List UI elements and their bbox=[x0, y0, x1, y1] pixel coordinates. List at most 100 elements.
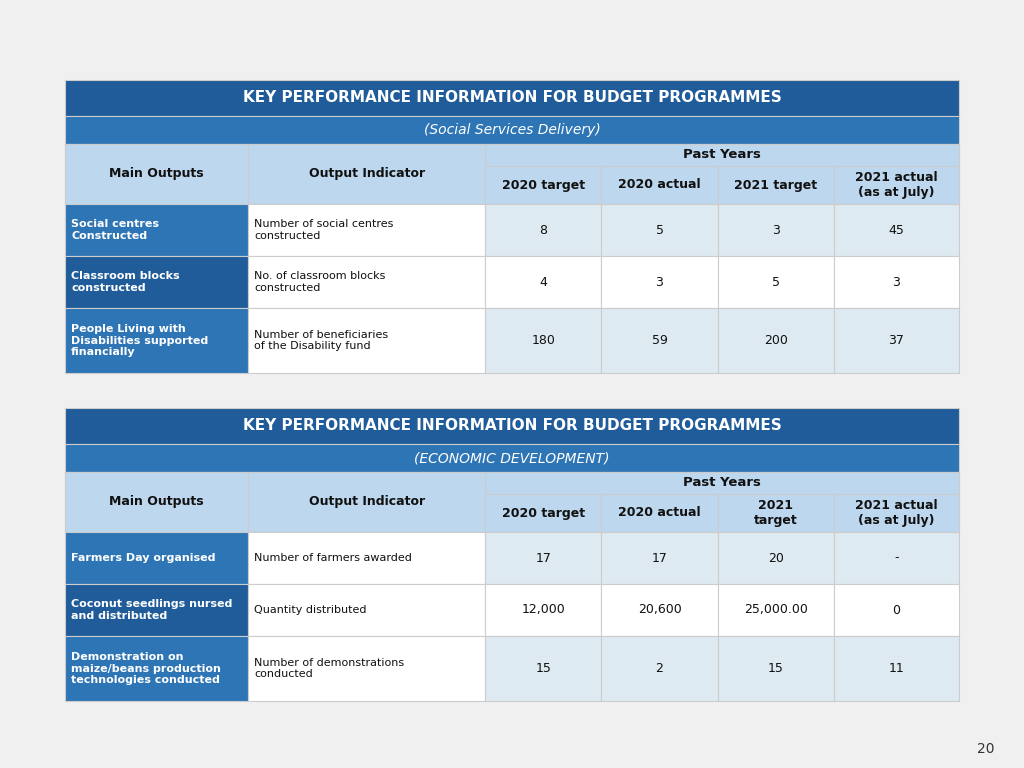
Text: 59: 59 bbox=[651, 334, 668, 347]
Bar bbox=[248, 584, 485, 636]
Text: Output Indicator: Output Indicator bbox=[308, 495, 425, 508]
Text: KEY PERFORMANCE INFORMATION FOR BUDGET PROGRAMMES: KEY PERFORMANCE INFORMATION FOR BUDGET P… bbox=[243, 419, 781, 433]
Bar bbox=[485, 584, 601, 636]
Text: Quantity distributed: Quantity distributed bbox=[254, 605, 367, 615]
Text: 5: 5 bbox=[772, 276, 779, 289]
Text: 20: 20 bbox=[768, 551, 783, 564]
Text: 11: 11 bbox=[889, 662, 904, 675]
Text: (Social Services Delivery): (Social Services Delivery) bbox=[424, 123, 600, 137]
Bar bbox=[65, 444, 959, 472]
Bar bbox=[485, 204, 601, 256]
Text: 5: 5 bbox=[655, 223, 664, 237]
Text: Number of demonstrations
conducted: Number of demonstrations conducted bbox=[254, 657, 404, 680]
Text: 37: 37 bbox=[889, 334, 904, 347]
Text: Classroom blocks
constructed: Classroom blocks constructed bbox=[71, 271, 179, 293]
Bar bbox=[248, 636, 485, 701]
Text: Past Years: Past Years bbox=[683, 476, 761, 489]
Bar bbox=[834, 204, 959, 256]
Text: 4: 4 bbox=[540, 276, 547, 289]
Text: 180: 180 bbox=[531, 334, 555, 347]
Text: 200: 200 bbox=[764, 334, 787, 347]
Bar bbox=[601, 256, 718, 308]
Bar bbox=[65, 80, 959, 116]
Text: 2021 target: 2021 target bbox=[734, 178, 817, 191]
Text: 2: 2 bbox=[655, 662, 664, 675]
Text: 17: 17 bbox=[651, 551, 668, 564]
Bar bbox=[65, 408, 959, 444]
Bar bbox=[718, 256, 834, 308]
Text: Past Years: Past Years bbox=[683, 148, 761, 161]
Bar bbox=[248, 204, 485, 256]
Text: 45: 45 bbox=[889, 223, 904, 237]
Bar bbox=[65, 584, 248, 636]
Text: Main Outputs: Main Outputs bbox=[110, 167, 204, 180]
Bar bbox=[718, 204, 834, 256]
Bar bbox=[485, 494, 601, 532]
Bar bbox=[485, 636, 601, 701]
Bar bbox=[485, 532, 601, 584]
Bar bbox=[601, 204, 718, 256]
Text: 2020 actual: 2020 actual bbox=[618, 507, 700, 519]
Bar bbox=[718, 166, 834, 204]
Bar bbox=[601, 494, 718, 532]
Bar bbox=[834, 256, 959, 308]
Bar bbox=[248, 472, 485, 532]
Text: 2021
target: 2021 target bbox=[754, 499, 798, 527]
Text: No. of classroom blocks
constructed: No. of classroom blocks constructed bbox=[254, 271, 386, 293]
Text: 12,000: 12,000 bbox=[521, 604, 565, 617]
Bar bbox=[834, 166, 959, 204]
Bar bbox=[834, 494, 959, 532]
Text: Main Outputs: Main Outputs bbox=[110, 495, 204, 508]
Text: -: - bbox=[894, 551, 899, 564]
Bar bbox=[65, 636, 248, 701]
Bar bbox=[718, 532, 834, 584]
Bar bbox=[485, 308, 601, 373]
Bar bbox=[834, 308, 959, 373]
Text: 25,000.00: 25,000.00 bbox=[743, 604, 808, 617]
Text: Demonstration on
maize/beans production
technologies conducted: Demonstration on maize/beans production … bbox=[71, 652, 221, 685]
Text: 0: 0 bbox=[893, 604, 900, 617]
Bar bbox=[718, 494, 834, 532]
Text: Number of farmers awarded: Number of farmers awarded bbox=[254, 553, 412, 563]
Bar bbox=[485, 166, 601, 204]
Bar bbox=[718, 636, 834, 701]
Text: Number of social centres
constructed: Number of social centres constructed bbox=[254, 219, 393, 241]
Text: 20,600: 20,600 bbox=[638, 604, 681, 617]
Text: 2020 target: 2020 target bbox=[502, 178, 585, 191]
Bar bbox=[248, 308, 485, 373]
Text: 3: 3 bbox=[893, 276, 900, 289]
Bar bbox=[248, 532, 485, 584]
Text: 2021 actual
(as at July): 2021 actual (as at July) bbox=[855, 499, 938, 527]
Text: 20: 20 bbox=[977, 742, 994, 756]
Bar bbox=[485, 256, 601, 308]
Text: 3: 3 bbox=[772, 223, 779, 237]
Bar bbox=[248, 144, 485, 204]
Text: 8: 8 bbox=[540, 223, 547, 237]
Bar bbox=[601, 166, 718, 204]
Bar bbox=[65, 256, 248, 308]
Text: Social centres
Constructed: Social centres Constructed bbox=[71, 219, 159, 241]
Bar bbox=[834, 532, 959, 584]
Text: Coconut seedlings nursed
and distributed: Coconut seedlings nursed and distributed bbox=[71, 599, 232, 621]
Bar bbox=[718, 308, 834, 373]
Bar bbox=[65, 116, 959, 144]
Bar bbox=[601, 308, 718, 373]
Text: People Living with
Disabilities supported
financially: People Living with Disabilities supporte… bbox=[71, 324, 208, 357]
Bar bbox=[601, 584, 718, 636]
Text: Output Indicator: Output Indicator bbox=[308, 167, 425, 180]
Bar bbox=[65, 144, 959, 204]
Text: (ECONOMIC DEVELOPMENT): (ECONOMIC DEVELOPMENT) bbox=[415, 451, 609, 465]
Bar bbox=[65, 532, 248, 584]
Bar bbox=[65, 308, 248, 373]
Bar bbox=[248, 256, 485, 308]
Bar bbox=[601, 636, 718, 701]
Text: 15: 15 bbox=[768, 662, 783, 675]
Text: 3: 3 bbox=[655, 276, 664, 289]
Text: 2020 actual: 2020 actual bbox=[618, 178, 700, 191]
Text: Farmers Day organised: Farmers Day organised bbox=[71, 553, 215, 563]
Bar bbox=[834, 636, 959, 701]
Bar bbox=[65, 144, 248, 204]
Bar bbox=[834, 584, 959, 636]
Text: 15: 15 bbox=[536, 662, 551, 675]
Text: 2020 target: 2020 target bbox=[502, 507, 585, 519]
